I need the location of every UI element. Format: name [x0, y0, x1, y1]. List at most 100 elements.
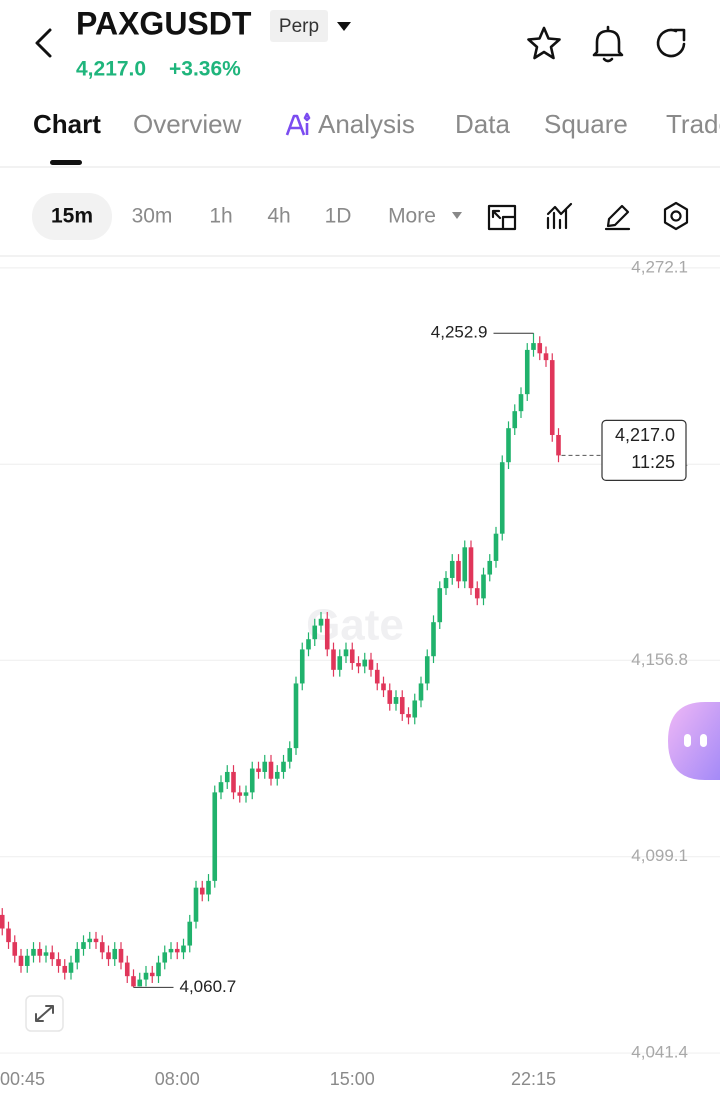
candle-body: [387, 690, 393, 704]
candle-body: [193, 887, 199, 922]
candle-body: [206, 880, 211, 895]
candle-body: [231, 771, 236, 793]
high-label: 4,252.9: [431, 323, 488, 342]
x-tick-label: 15:00: [330, 1069, 375, 1089]
candle-body: [6, 928, 11, 943]
candle-body: [468, 547, 474, 589]
edit-icon[interactable]: [604, 204, 631, 231]
candle-body: [374, 669, 380, 684]
interval-bar: 15m 30m 1h 4h 1D More: [51, 205, 436, 228]
tab[interactable]: Data: [455, 109, 510, 139]
tab[interactable]: Square: [544, 109, 628, 139]
assistant-eye: [700, 734, 707, 747]
candle-body: [506, 428, 511, 463]
candle-body: [481, 574, 486, 599]
candle-body: [106, 952, 111, 960]
candle-body: [137, 979, 143, 987]
interval[interactable]: 4h: [267, 205, 290, 228]
candle-body: [462, 547, 468, 582]
candle-body: [99, 942, 105, 953]
candle-body: [12, 942, 18, 956]
tab[interactable]: Analysis: [318, 109, 415, 139]
candle-body: [393, 697, 399, 704]
interval[interactable]: 1D: [325, 205, 352, 228]
interval[interactable]: 30m: [132, 205, 173, 228]
candle-body: [406, 714, 411, 718]
tab[interactable]: Overview: [133, 109, 242, 139]
candle-body: [349, 649, 355, 664]
candle-body: [431, 622, 436, 657]
candle-body: [168, 948, 174, 953]
alert-icon[interactable]: [592, 25, 624, 63]
candle-body: [274, 771, 280, 779]
candle-body: [162, 952, 168, 963]
candle-body: [524, 349, 530, 395]
candle-body: [299, 649, 305, 684]
candle-body: [49, 952, 55, 960]
contract-caret: [337, 22, 351, 31]
candle-body: [424, 656, 430, 684]
countdown-label: 11:25: [631, 452, 675, 472]
candle-body: [74, 948, 80, 963]
candle-body: [337, 656, 343, 670]
candle-body: [174, 948, 180, 953]
tab[interactable]: Chart: [33, 109, 101, 139]
share-icon[interactable]: [656, 28, 686, 58]
candle-body: [362, 659, 368, 667]
interval[interactable]: 15m: [51, 205, 93, 228]
candle-body: [87, 938, 93, 943]
candle-body: [149, 972, 155, 977]
candle-body: [268, 761, 274, 779]
candle-body: [131, 976, 136, 987]
candle-body: [56, 959, 61, 966]
candle-body: [549, 360, 555, 435]
tab[interactable]: Trade: [666, 109, 720, 139]
candle-body: [24, 955, 30, 966]
y-tick-label: 4,156.8: [631, 650, 688, 669]
candle-body: [518, 394, 524, 412]
contract-label: Perp: [279, 16, 319, 37]
draw-icon[interactable]: [546, 202, 573, 230]
candle-body: [224, 771, 230, 783]
candle-body: [499, 462, 505, 534]
indicator-icon[interactable]: [487, 204, 517, 231]
candle-body: [37, 948, 43, 956]
candle-body: [356, 663, 361, 667]
contract-badge[interactable]: [270, 10, 328, 42]
candle-body: [68, 962, 74, 973]
candle-body: [537, 343, 543, 354]
settings-icon[interactable]: [663, 201, 689, 231]
favorite-icon[interactable]: [527, 26, 561, 60]
last-price: 4,217.0: [76, 58, 146, 81]
candle-body: [474, 588, 480, 599]
candle-body: [62, 965, 68, 973]
interval[interactable]: 1h: [209, 205, 232, 228]
candle-body: [0, 914, 5, 929]
candle-body: [143, 972, 149, 980]
assistant-button[interactable]: [668, 702, 720, 780]
candle-body: [262, 761, 268, 772]
tab-indicator: [50, 160, 82, 165]
candle-body: [243, 792, 249, 796]
candle-body: [81, 942, 86, 949]
interval-selected: [32, 193, 112, 240]
back-button[interactable]: [35, 28, 52, 58]
candle-body: [418, 683, 424, 701]
candle-body: [293, 683, 299, 749]
candle-body: [237, 792, 243, 796]
candle-body: [218, 782, 224, 793]
candle-body: [343, 649, 349, 657]
x-tick-label: 22:15: [511, 1069, 556, 1089]
candle-body: [212, 792, 218, 881]
candle-body: [331, 649, 336, 670]
candle-body: [306, 639, 311, 650]
candle-body: [181, 945, 186, 953]
candle-body: [437, 588, 443, 623]
candle-body: [281, 761, 286, 772]
tab-bar: Chart Overview Analysis Data Square Trade: [33, 109, 720, 139]
y-tick-label: 4,272.1: [631, 257, 688, 276]
tool-icons: [487, 201, 689, 231]
price-change: +3.36%: [169, 58, 241, 81]
interval[interactable]: More: [388, 205, 436, 228]
